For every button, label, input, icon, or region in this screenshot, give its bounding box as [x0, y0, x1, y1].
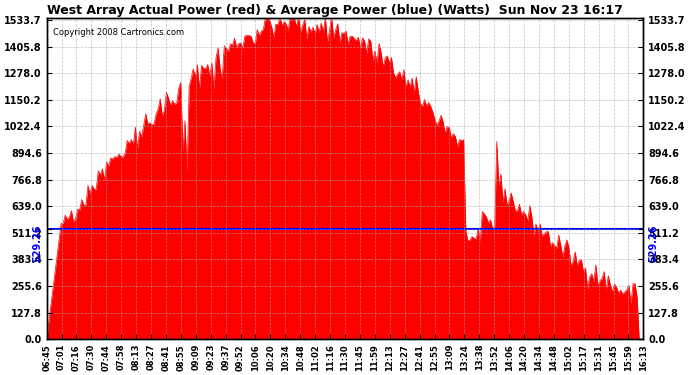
Text: Copyright 2008 Cartronics.com: Copyright 2008 Cartronics.com [52, 28, 184, 37]
Text: West Array Actual Power (red) & Average Power (blue) (Watts)  Sun Nov 23 16:17: West Array Actual Power (red) & Average … [47, 4, 622, 17]
